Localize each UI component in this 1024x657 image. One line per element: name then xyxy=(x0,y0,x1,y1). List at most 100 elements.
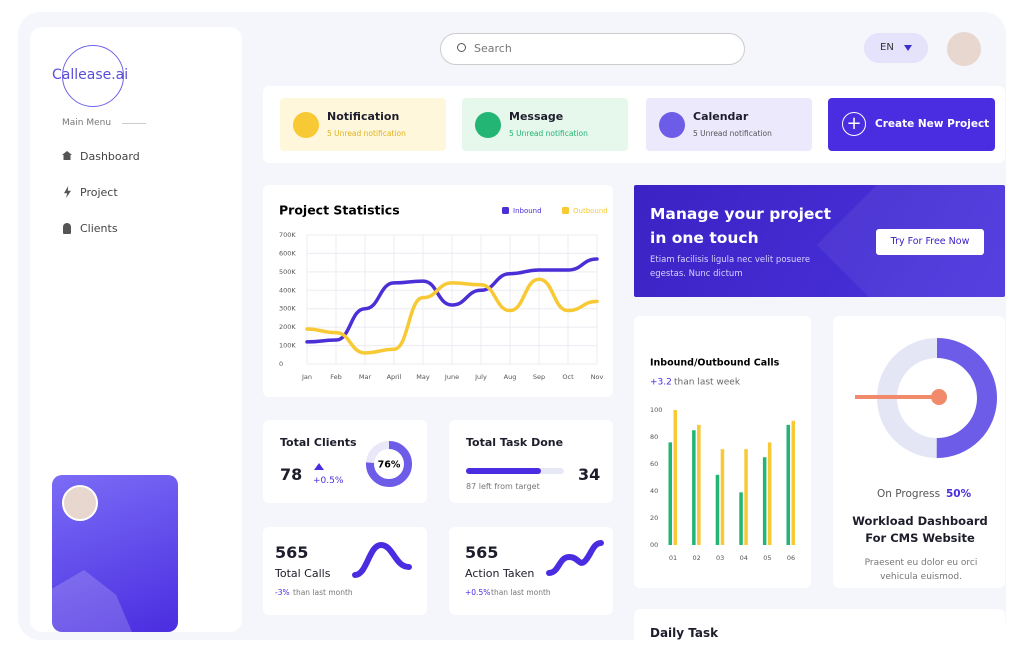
y-tick-label: 20 xyxy=(650,514,658,522)
sparkline-path xyxy=(546,540,604,576)
donut-group xyxy=(877,338,997,458)
menu-item[interactable]: Clients xyxy=(80,222,118,235)
bar xyxy=(720,449,725,545)
bar xyxy=(668,442,672,545)
x-tick-label: Aug xyxy=(504,373,517,381)
x-tick-label: 06 xyxy=(787,554,795,562)
notification-card[interactable]: Message 5 Unread notification xyxy=(462,98,628,151)
donut: 76% xyxy=(366,441,412,487)
total-calls-card: 565 Total Calls -3% than last month xyxy=(263,527,427,615)
calls-chart-card: Inbound/Outbound Calls +3.2 than last week… xyxy=(634,316,811,588)
bar xyxy=(697,424,701,545)
banner-button[interactable]: Try For Free Now xyxy=(876,229,984,255)
decoration xyxy=(52,570,132,632)
menu-title: Main Menu xyxy=(62,118,112,128)
chart-subtitle: than last week xyxy=(674,378,741,388)
y-tick-label: 100K xyxy=(279,342,296,350)
icon xyxy=(475,112,501,138)
up-arrow xyxy=(314,463,324,470)
y-tick-label: 40 xyxy=(650,487,658,495)
y-tick-label: 200K xyxy=(279,323,296,331)
caret xyxy=(904,45,912,51)
sparkline xyxy=(546,540,604,576)
y-tick-label: 400K xyxy=(279,286,296,294)
x-tick-label: 01 xyxy=(669,554,677,562)
chart-title: Project Statistics xyxy=(279,203,400,218)
status-percent: 50% xyxy=(946,488,972,500)
app-frame: Callease.ai Main Menu Dashboard Project … xyxy=(18,12,1006,640)
card-title: Notification xyxy=(327,110,400,123)
x-tick-label: Oct xyxy=(562,373,574,381)
banner-text: Etiam facilisis ligula nec velit posuere… xyxy=(650,255,811,279)
legend-label: Outbound xyxy=(573,207,608,215)
card-value: 565 xyxy=(275,543,309,562)
progress-fill xyxy=(466,468,541,474)
bar xyxy=(791,420,795,545)
project-statistics-card: Project Statistics 0 100K 200K 300K 400K 500K 6… xyxy=(263,185,613,397)
progress-donut xyxy=(855,338,997,458)
x-tick-label: Mar xyxy=(359,373,372,381)
needle-knob xyxy=(931,389,947,405)
card-subtitle: 5 Unread notification xyxy=(509,129,588,138)
x-tick-label: Sep xyxy=(533,373,545,381)
search-placeholder: Search xyxy=(474,42,512,55)
bar-chart: Inbound/Outbound Calls +3.2 than last week… xyxy=(650,358,795,563)
sparkline-path xyxy=(352,541,412,578)
card-value: 565 xyxy=(465,543,499,562)
x-tick-label: April xyxy=(387,373,402,381)
divider xyxy=(122,123,146,124)
y-tick-label: 300K xyxy=(279,305,296,313)
bar xyxy=(767,442,772,545)
y-tick-label: 00 xyxy=(650,541,658,549)
notification-strip: Notification 5 Unread notification Messa… xyxy=(263,86,1005,163)
line-chart: Project Statistics 0 100K 200K 300K 400K 500K 6… xyxy=(279,203,608,382)
card-note: 87 left from target xyxy=(466,482,540,491)
card-title: Daily Task xyxy=(650,626,719,640)
bar xyxy=(692,430,696,545)
language-select[interactable]: EN xyxy=(864,33,928,63)
total-task-card: Total Task Done 34 87 left from target xyxy=(449,420,613,503)
x-tick-label: 02 xyxy=(692,554,700,562)
avatar xyxy=(62,485,98,521)
user-avatar[interactable] xyxy=(947,32,981,66)
icon-user xyxy=(63,223,71,234)
search-icon xyxy=(457,43,466,52)
promo-banner: Manage your project in one touch Etiam f… xyxy=(634,185,1005,297)
y-tick-label: 60 xyxy=(650,460,658,468)
plus-icon: + xyxy=(842,112,866,136)
x-tick-label: 04 xyxy=(740,554,748,562)
bar xyxy=(739,492,743,545)
y-tick-label: 80 xyxy=(650,433,658,441)
legend-marker xyxy=(502,207,509,214)
notification-card[interactable]: Calendar 5 Unread notification xyxy=(646,98,812,151)
menu-item[interactable]: Project xyxy=(80,186,118,199)
donut-arc xyxy=(366,441,412,487)
card-change: +0.5% xyxy=(465,588,491,597)
create-button[interactable]: + Create New Project xyxy=(828,98,995,151)
x-tick-label: 05 xyxy=(763,554,771,562)
card-change: -3% xyxy=(275,588,290,597)
card-title: Calendar xyxy=(693,110,749,123)
y-tick-label: 700K xyxy=(279,231,296,239)
card-subtitle: 5 Unread notification xyxy=(327,129,406,138)
x-tick-label: Nov xyxy=(591,373,604,381)
profile-card xyxy=(52,475,178,632)
y-tick-label: 0 xyxy=(279,360,283,368)
y-tick-label: 100 xyxy=(650,406,662,414)
series-line xyxy=(305,257,599,344)
search-box[interactable]: Search xyxy=(440,33,745,65)
card-title: Message xyxy=(509,110,564,123)
total-clients-card: Total Clients 78 +0.5% 76% xyxy=(263,420,427,503)
chart-change: +3.2 xyxy=(650,378,672,388)
bar xyxy=(786,424,790,545)
bar xyxy=(762,457,767,545)
card-title: Total Task Done xyxy=(466,436,564,449)
menu-item[interactable]: Dashboard xyxy=(80,150,140,163)
status: On Progress xyxy=(877,488,941,500)
legend-label: Inbound xyxy=(513,207,542,215)
sidebar: Callease.ai Main Menu Dashboard Project … xyxy=(30,27,242,632)
card-subtitle: 5 Unread notification xyxy=(693,129,772,138)
x-tick-label: May xyxy=(416,373,430,381)
notification-card[interactable]: Notification 5 Unread notification xyxy=(280,98,446,151)
